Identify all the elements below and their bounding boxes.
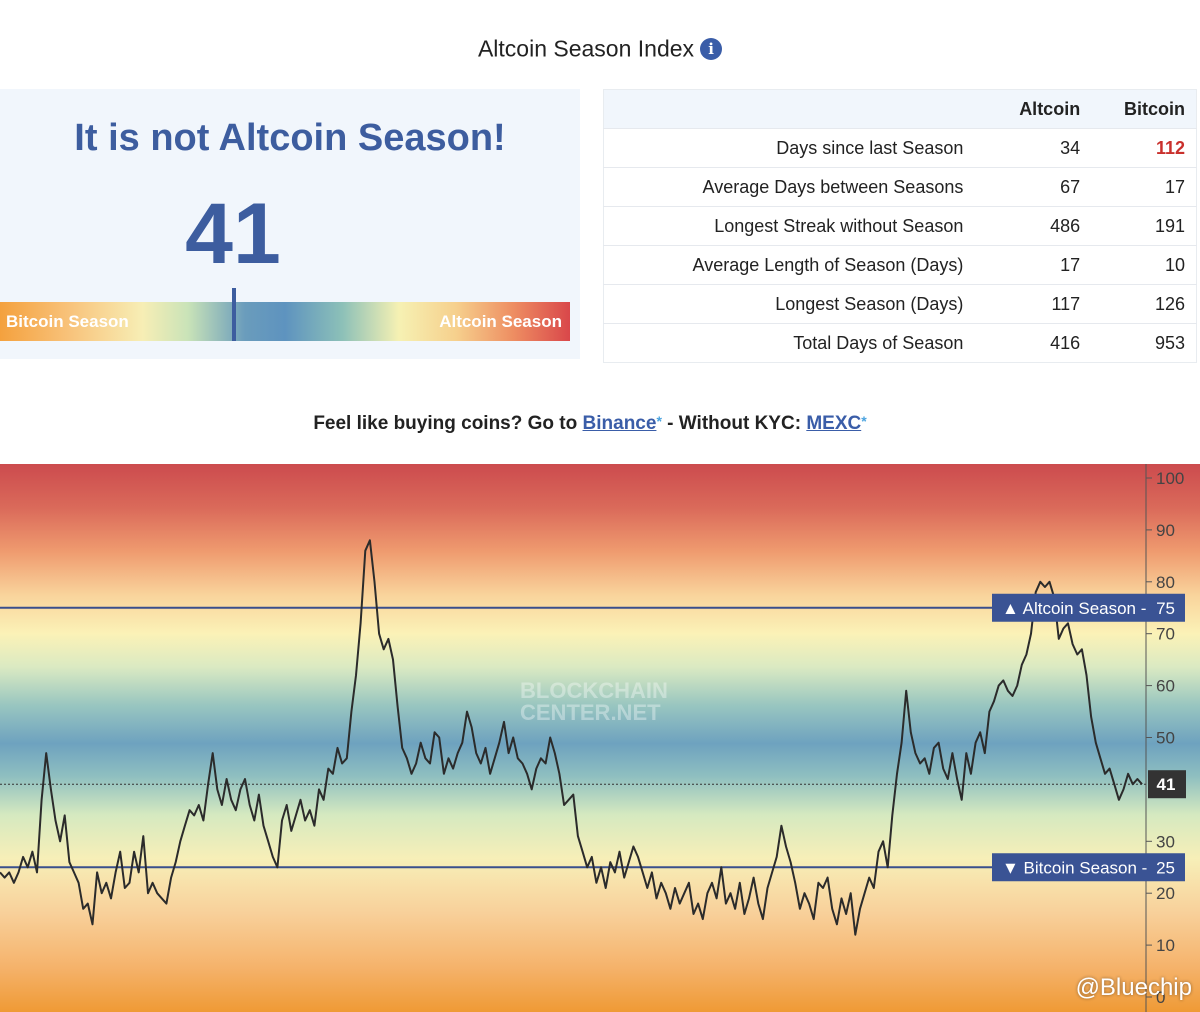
promo-text: Feel like buying coins? Go to Binance* -… xyxy=(0,413,1180,435)
bitcoin-value: 10 xyxy=(1091,245,1197,285)
y-tick-label: 0 xyxy=(1156,988,1165,1007)
table-row: Total Days of Season 416 953 xyxy=(603,323,1197,363)
y-tick-label: 60 xyxy=(1156,677,1175,696)
index-value: 41 xyxy=(185,186,281,282)
altcoin-threshold-value: 75 xyxy=(1156,599,1175,618)
bitcoin-threshold-badge xyxy=(992,853,1185,882)
altcoin-value: 67 xyxy=(987,167,1092,207)
bitcoin-threshold-value: 25 xyxy=(1156,858,1175,877)
altcoin-threshold-label: ▲ Altcoin Season - xyxy=(1002,599,1146,618)
bitcoin-value: 112 xyxy=(1091,128,1197,168)
row-label: Longest Streak without Season xyxy=(603,206,988,246)
altcoin-value: 34 xyxy=(987,128,1092,168)
table-row: Average Length of Season (Days) 17 10 xyxy=(603,245,1197,285)
promo-middle: - Without KYC: xyxy=(667,413,802,434)
current-value-badge: 41 xyxy=(1148,770,1186,799)
chart-background xyxy=(0,464,1200,1012)
table-header-row: Altcoin Bitcoin xyxy=(603,89,1197,129)
current-value-text: 41 xyxy=(1157,775,1176,794)
table-row: Longest Season (Days) 117 126 xyxy=(603,284,1197,324)
row-label: Days since last Season xyxy=(603,128,988,168)
header-altcoin: Altcoin xyxy=(987,89,1092,129)
credit-watermark: @Bluechip xyxy=(1075,974,1192,1001)
table-row: Average Days between Seasons 67 17 xyxy=(603,167,1197,207)
bitcoin-threshold-label: ▼ Bitcoin Season - xyxy=(1002,858,1147,877)
y-tick-label: 100 xyxy=(1156,469,1184,488)
y-tick-label: 30 xyxy=(1156,832,1175,851)
page-title: Altcoin Season Index i xyxy=(0,34,1200,62)
season-headline: It is not Altcoin Season! xyxy=(74,117,506,159)
table-row: Days since last Season 34 112 xyxy=(603,128,1197,168)
header-empty xyxy=(603,89,988,129)
info-icon[interactable]: i xyxy=(700,37,723,60)
index-marker xyxy=(232,288,236,341)
bitcoin-season-bar-label: Bitcoin Season xyxy=(6,312,129,331)
altcoin-value: 117 xyxy=(987,284,1092,324)
mexc-link[interactable]: MEXC xyxy=(806,413,862,434)
altcoin-value: 17 xyxy=(987,245,1092,285)
watermark-line-1: BLOCKCHAIN xyxy=(520,678,668,703)
current-value-badge-bg xyxy=(1148,770,1186,799)
y-tick-label: 50 xyxy=(1156,729,1175,748)
binance-link[interactable]: Binance xyxy=(582,413,657,434)
row-label: Average Days between Seasons xyxy=(603,167,988,207)
altcoin-value: 416 xyxy=(987,323,1092,363)
altcoin-season-bar-label: Altcoin Season xyxy=(439,312,562,331)
mexc-asterisk: * xyxy=(861,413,867,429)
bitcoin-value: 191 xyxy=(1091,206,1197,246)
altcoin-value: 486 xyxy=(987,206,1092,246)
header-bitcoin: Bitcoin xyxy=(1091,89,1197,129)
page-title-text: Altcoin Season Index xyxy=(477,35,695,62)
y-tick-label: 90 xyxy=(1156,521,1175,540)
row-label: Longest Season (Days) xyxy=(603,284,988,324)
table-row: Longest Streak without Season 486 191 xyxy=(603,206,1197,246)
altcoin-threshold-badge xyxy=(992,593,1185,622)
bitcoin-value: 126 xyxy=(1091,284,1197,324)
season-status-card: It is not Altcoin Season! 41 Bitcoin Sea… xyxy=(0,89,580,359)
y-tick-label: 10 xyxy=(1156,936,1175,955)
promo-prefix: Feel like buying coins? Go to xyxy=(313,413,578,434)
watermark-line-2: CENTER.NET xyxy=(520,700,661,725)
bitcoin-value: 17 xyxy=(1091,167,1197,207)
series-line xyxy=(0,539,1143,936)
bitcoin-value: 953 xyxy=(1091,323,1197,363)
season-stats-table: Altcoin Bitcoin Days since last Season 3… xyxy=(603,89,1197,363)
altcoin-season-chart: BLOCKCHAIN CENTER.NET 100 90 80 70 60 50 30 20 1… xyxy=(0,464,1200,1012)
y-tick-label: 20 xyxy=(1156,884,1175,903)
row-label: Average Length of Season (Days) xyxy=(603,245,988,285)
season-gradient-bar: Bitcoin Season Altcoin Season xyxy=(0,288,570,341)
y-tick-label: 70 xyxy=(1156,625,1175,644)
binance-asterisk: * xyxy=(656,413,662,429)
chart-svg: BLOCKCHAIN CENTER.NET 100908070605030201… xyxy=(0,464,1200,1012)
row-label: Total Days of Season xyxy=(603,323,988,363)
y-tick-label: 80 xyxy=(1156,573,1175,592)
